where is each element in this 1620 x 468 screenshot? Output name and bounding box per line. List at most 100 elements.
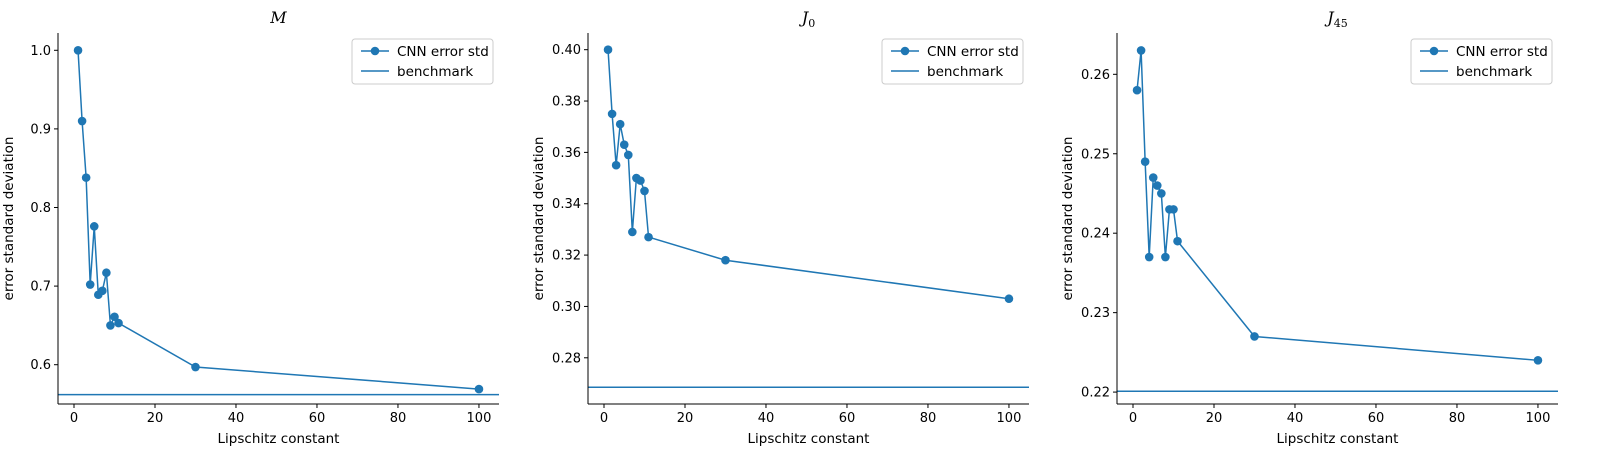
data-point <box>102 268 111 278</box>
y-tick-label: 0.8 <box>30 201 51 216</box>
y-tick-label: 0.7 <box>30 280 51 295</box>
x-tick-label: 40 <box>1287 411 1304 426</box>
data-point <box>110 312 119 322</box>
data-point <box>1173 236 1182 246</box>
y-axis-label: error standard deviation <box>1060 137 1076 301</box>
cnn-error-std-line <box>607 49 1010 300</box>
x-tick-label: 60 <box>1368 411 1385 426</box>
x-tick-label: 20 <box>1206 411 1223 426</box>
legend-label-benchmark: benchmark <box>397 64 473 80</box>
data-point <box>611 160 621 170</box>
data-point <box>81 173 91 182</box>
title-main: J <box>799 8 810 27</box>
x-tick-label: 80 <box>920 411 937 426</box>
data-point <box>98 286 107 296</box>
data-point <box>1144 252 1154 262</box>
legend-label-cnn: CNN error std <box>1456 44 1548 60</box>
y-tick-label: 0.32 <box>552 249 581 264</box>
legend-marker-cnn <box>370 46 380 56</box>
legend-marker-cnn <box>1429 46 1439 56</box>
x-tick-label: 80 <box>1449 411 1466 426</box>
x-tick-label: 40 <box>758 411 775 426</box>
y-tick-label: 0.23 <box>1081 306 1110 321</box>
data-point <box>1161 252 1170 262</box>
x-tick-label: 20 <box>677 411 694 426</box>
subplot-title: J0 <box>799 8 815 30</box>
y-tick-label: 0.24 <box>1081 227 1110 242</box>
data-point <box>1250 332 1259 341</box>
data-point <box>77 116 87 126</box>
legend-marker-cnn <box>900 46 910 56</box>
subplot-1: 0 20 40 60 80 100 0.6 0.7 0.8 0.9 1.0 Lipschitz con… <box>1 8 499 447</box>
data-point <box>1148 173 1158 182</box>
subplot-title: J45 <box>1324 8 1347 30</box>
data-point <box>1152 181 1162 190</box>
data-point <box>106 321 115 330</box>
x-tick-label: 40 <box>228 411 245 426</box>
x-tick-label: 100 <box>1526 411 1551 426</box>
data-point <box>607 109 617 119</box>
cnn-error-std-line <box>77 50 480 390</box>
x-tick-label: 100 <box>997 411 1022 426</box>
data-point <box>114 318 123 328</box>
data-point <box>628 227 637 237</box>
y-tick-label: 0.9 <box>30 122 51 137</box>
y-tick-label: 0.34 <box>552 197 581 212</box>
data-point <box>603 45 613 54</box>
subplots: 0 20 40 60 80 100 0.6 0.7 0.8 0.9 1.0 Lipschitz con… <box>1 8 1558 447</box>
data-point <box>1004 294 1014 304</box>
data-point <box>1533 356 1543 365</box>
y-tick-label: 0.40 <box>552 43 581 58</box>
data-point <box>640 186 649 196</box>
title-main: M <box>269 8 287 27</box>
y-tick-label: 0.30 <box>552 300 581 315</box>
y-tick-label: 0.26 <box>1081 68 1110 83</box>
x-tick-label: 0 <box>1129 411 1137 426</box>
x-axis-label: Lipschitz constant <box>748 431 870 447</box>
y-axis-label: error standard deviation <box>531 137 547 301</box>
data-point <box>636 176 645 185</box>
title-main: J <box>1324 8 1335 27</box>
data-point <box>89 222 99 231</box>
data-point <box>721 255 730 265</box>
subplot-title: M <box>269 8 287 27</box>
data-point <box>1157 189 1166 198</box>
legend-label-benchmark: benchmark <box>927 64 1003 80</box>
legend-label-benchmark: benchmark <box>1456 64 1532 80</box>
x-axis-label: Lipschitz constant <box>1277 431 1399 447</box>
data-point <box>619 140 629 149</box>
subplot-2: 0 20 40 60 80 100 0.28 0.30 0.32 0.34 0.36 0.38 0.40… <box>531 8 1029 447</box>
x-axis-label: Lipschitz constant <box>218 431 340 447</box>
data-point <box>644 232 653 242</box>
y-tick-label: 1.0 <box>30 44 51 59</box>
data-point <box>191 362 200 372</box>
cnn-error-std-line <box>1136 50 1539 362</box>
x-tick-label: 80 <box>390 411 407 426</box>
legend: CNN error std benchmark <box>1410 38 1553 85</box>
x-tick-label: 60 <box>309 411 326 426</box>
x-tick-label: 60 <box>839 411 856 426</box>
y-tick-label: 0.22 <box>1081 386 1110 401</box>
y-tick-label: 0.28 <box>552 351 581 366</box>
title-subscript: 0 <box>808 17 815 30</box>
data-point <box>615 119 625 129</box>
data-point <box>1169 205 1178 214</box>
y-axis-label: error standard deviation <box>1 137 17 301</box>
data-point <box>1140 157 1150 166</box>
x-tick-label: 100 <box>467 411 492 426</box>
y-tick-label: 0.6 <box>30 358 51 373</box>
data-point <box>1136 46 1146 55</box>
legend-label-cnn: CNN error std <box>927 44 1019 60</box>
subplot-3: 0 20 40 60 80 100 0.22 0.23 0.24 0.25 0.26 Lipschit… <box>1060 8 1558 447</box>
x-tick-label: 0 <box>600 411 608 426</box>
data-point <box>623 150 633 160</box>
data-point <box>85 280 95 289</box>
y-tick-label: 0.25 <box>1081 147 1110 162</box>
x-tick-label: 0 <box>70 411 78 426</box>
data-point <box>73 45 83 55</box>
legend: CNN error std benchmark <box>351 38 494 85</box>
y-tick-label: 0.38 <box>552 95 581 110</box>
legend: CNN error std benchmark <box>881 38 1024 85</box>
title-subscript: 45 <box>1334 17 1348 30</box>
